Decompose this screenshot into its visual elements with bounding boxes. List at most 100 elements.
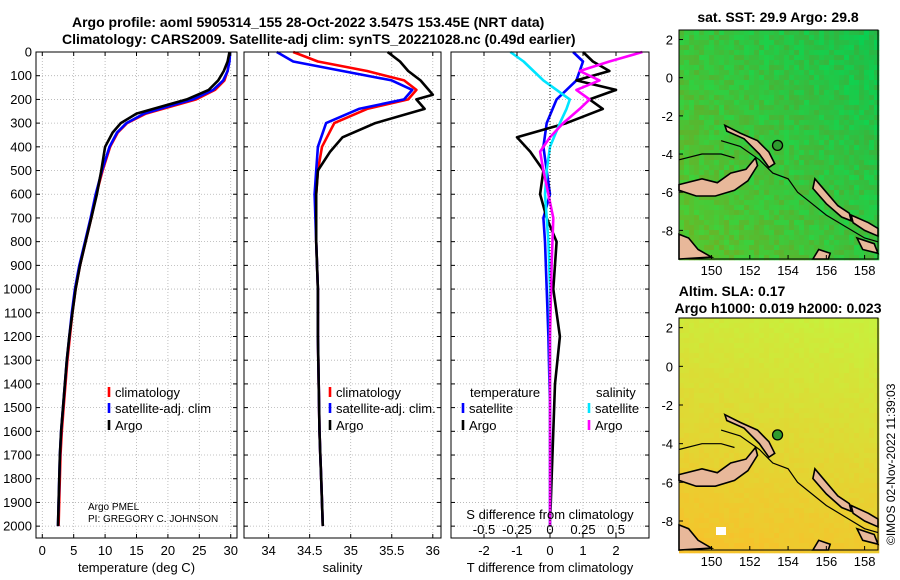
map-cell bbox=[849, 443, 855, 449]
map-cell bbox=[769, 135, 775, 141]
map-cell bbox=[804, 378, 810, 384]
map-cell bbox=[744, 95, 750, 101]
map-cell bbox=[804, 30, 810, 36]
map-cell bbox=[749, 110, 755, 116]
map-cell bbox=[774, 155, 780, 161]
map-cell bbox=[864, 438, 870, 444]
map-cell bbox=[849, 35, 855, 41]
map-cell bbox=[874, 373, 880, 379]
map-cell bbox=[729, 518, 735, 524]
map-cell bbox=[824, 448, 830, 454]
map-cell bbox=[704, 205, 710, 211]
map-cell bbox=[829, 45, 835, 51]
map-cell bbox=[739, 190, 745, 196]
map-cell bbox=[684, 358, 690, 364]
map-cell bbox=[864, 120, 870, 126]
map-cell bbox=[764, 373, 770, 379]
map-cell bbox=[794, 443, 800, 449]
map-cell bbox=[709, 533, 715, 539]
map-cell bbox=[684, 120, 690, 126]
map-cell bbox=[769, 398, 775, 404]
map-cell bbox=[874, 155, 880, 161]
map-cell bbox=[789, 170, 795, 176]
map-cell bbox=[839, 403, 845, 409]
map-cell bbox=[799, 343, 805, 349]
map-cell bbox=[844, 323, 850, 329]
map-cell bbox=[764, 55, 770, 61]
map-cell bbox=[859, 323, 865, 329]
map-cell bbox=[864, 230, 870, 236]
map-cell bbox=[784, 338, 790, 344]
map-cell bbox=[824, 155, 830, 161]
map-cell bbox=[794, 543, 800, 549]
map-cell bbox=[799, 368, 805, 374]
map-cell bbox=[784, 458, 790, 464]
panel-salinity: 34 34.5 35 35.5 36salinityclimatologysatelli… bbox=[243, 50, 442, 575]
map-cell bbox=[799, 55, 805, 61]
map-cell bbox=[834, 125, 840, 131]
map-cell bbox=[764, 75, 770, 81]
map-cell bbox=[679, 60, 685, 66]
x-tick-label: 1 bbox=[579, 543, 586, 558]
map-cell bbox=[814, 75, 820, 81]
map-cell bbox=[719, 338, 725, 344]
map-cell bbox=[789, 323, 795, 329]
map-cell bbox=[849, 453, 855, 459]
map-cell bbox=[784, 543, 790, 549]
map-cell bbox=[704, 398, 710, 404]
map-cell bbox=[769, 378, 775, 384]
map-cell bbox=[754, 343, 760, 349]
map-cell bbox=[684, 488, 690, 494]
map-cell bbox=[844, 205, 850, 211]
map-cell bbox=[794, 533, 800, 539]
map-cell bbox=[769, 343, 775, 349]
map-cell bbox=[679, 135, 685, 141]
map-cell bbox=[844, 155, 850, 161]
map-cell bbox=[799, 120, 805, 126]
x-tick-label: 152 bbox=[739, 554, 761, 569]
map-cell bbox=[709, 523, 715, 529]
map-cell bbox=[759, 35, 765, 41]
map-cell bbox=[744, 418, 750, 424]
map-cell bbox=[764, 523, 770, 529]
map-cell bbox=[774, 403, 780, 409]
map-cell bbox=[824, 130, 830, 136]
map-cell bbox=[844, 448, 850, 454]
map-cell bbox=[834, 368, 840, 374]
map-cell bbox=[694, 488, 700, 494]
y-tick-label: -8 bbox=[661, 514, 673, 529]
map-cell bbox=[759, 473, 765, 479]
map-cell bbox=[784, 30, 790, 36]
map-cell bbox=[724, 348, 730, 354]
map-cell bbox=[689, 215, 695, 221]
map-cell bbox=[854, 115, 860, 121]
map-cell bbox=[864, 205, 870, 211]
map-cell bbox=[834, 418, 840, 424]
map-cell bbox=[744, 373, 750, 379]
map-cell bbox=[804, 225, 810, 231]
map-cell bbox=[814, 508, 820, 514]
map-cell bbox=[709, 493, 715, 499]
map-cell bbox=[744, 473, 750, 479]
map-cell bbox=[744, 323, 750, 329]
map-cell bbox=[744, 408, 750, 414]
map-cell bbox=[839, 245, 845, 251]
map-cell bbox=[844, 150, 850, 156]
map-cell bbox=[714, 433, 720, 439]
map-cell bbox=[864, 433, 870, 439]
map-cell bbox=[824, 388, 830, 394]
map-cell bbox=[859, 498, 865, 504]
map-cell bbox=[799, 413, 805, 419]
map-cell bbox=[799, 508, 805, 514]
map-cell bbox=[809, 65, 815, 71]
map-cell bbox=[739, 115, 745, 121]
map-cell bbox=[829, 538, 835, 544]
map-cell bbox=[744, 75, 750, 81]
map-cell bbox=[744, 498, 750, 504]
map-cell bbox=[824, 533, 830, 539]
map-cell bbox=[694, 210, 700, 216]
map-cell bbox=[734, 140, 740, 146]
map-cell bbox=[794, 180, 800, 186]
map-cell bbox=[799, 75, 805, 81]
map-cell bbox=[709, 125, 715, 131]
